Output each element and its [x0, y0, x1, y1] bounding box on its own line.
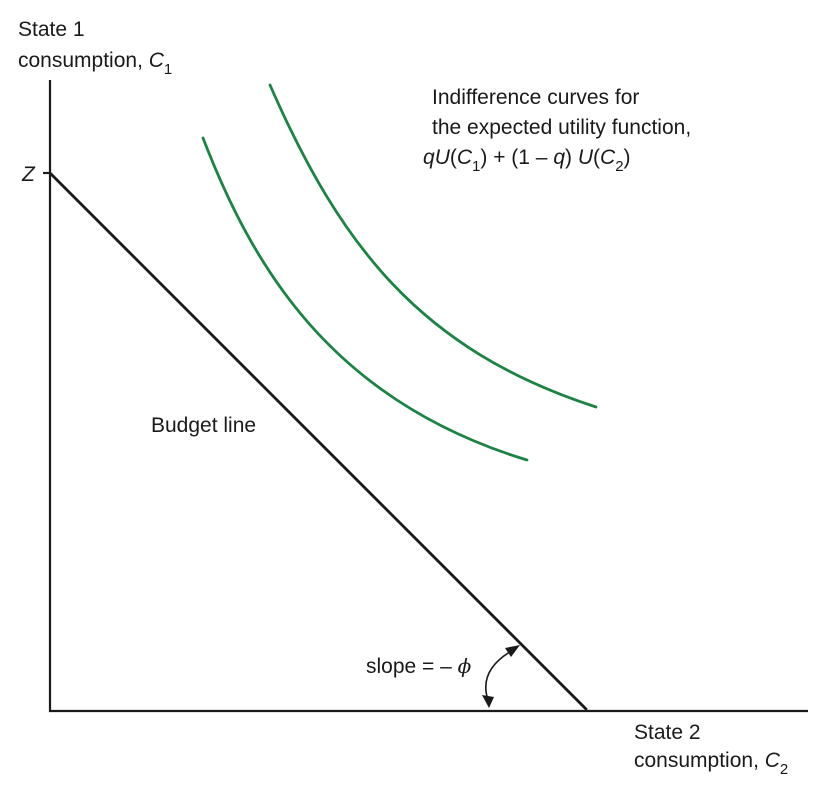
budget-line [48, 171, 588, 711]
x-axis-subtitle: consumption, C2 [634, 749, 788, 778]
indifference-curve-upper [268, 83, 598, 409]
indifference-curve-lower [201, 136, 529, 462]
y-axis-title: State 1 [18, 18, 85, 41]
indifference-label-line2: the expected utility function, [432, 116, 691, 139]
slope-arrowhead-bottom [482, 695, 494, 708]
expected-utility-formula: qU(C1) + (1 – q) U(C2) [423, 146, 631, 175]
slope-angle-arc [484, 649, 514, 701]
budget-line-label: Budget line [151, 414, 256, 437]
slope-arrowhead-top [505, 645, 520, 657]
indifference-label-line1: Indifference curves for [432, 86, 639, 109]
x-axis-title: State 2 [634, 721, 701, 744]
z-label: Z [21, 163, 36, 186]
slope-label: slope = – ϕ [366, 654, 472, 678]
y-axis-subtitle: consumption, C1 [18, 49, 172, 78]
